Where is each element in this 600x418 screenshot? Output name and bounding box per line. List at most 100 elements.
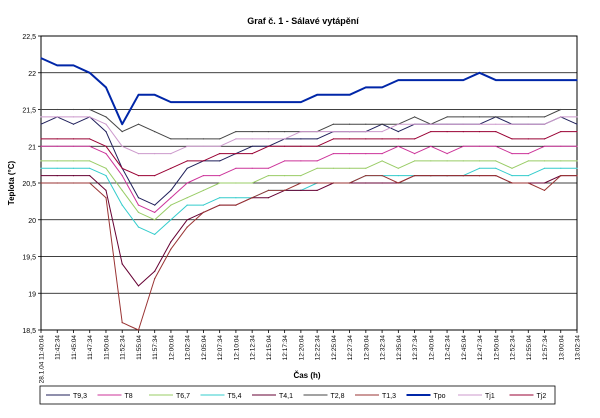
data-point-T6-7 [300, 175, 302, 177]
data-point-Tj2 [56, 138, 58, 140]
data-point-T2-8 [527, 116, 529, 118]
data-point-T1-3 [495, 175, 497, 177]
x-tick-label: 12:42:34 [445, 335, 452, 361]
data-point-T8 [186, 182, 188, 184]
data-point-T2-8 [365, 123, 367, 125]
data-point-Tj2 [478, 131, 481, 133]
data-point-T2-8 [72, 108, 75, 111]
data-point-T6-7 [202, 189, 204, 191]
data-point-Tpo [40, 57, 42, 59]
data-point-T2-8 [511, 116, 513, 118]
legend-label-T1-3: T1,3 [382, 393, 396, 400]
x-tick-label: 12:20:04 [298, 335, 305, 361]
data-point-T5-4 [576, 167, 578, 169]
data-point-Tj1 [495, 123, 497, 125]
y-axis-label: Teplota (°C) [7, 160, 16, 205]
data-point-T5-4 [154, 233, 156, 235]
data-point-T6-7 [446, 160, 448, 162]
x-tick-label: 12:47:34 [477, 335, 484, 361]
x-tick-label: 11:45:04 [71, 335, 78, 360]
data-point-T2-8 [414, 116, 416, 118]
data-point-T1-3 [40, 182, 42, 184]
x-tick-label: 12:50:04 [493, 335, 500, 361]
x-tick-label: 12:32:34 [380, 335, 387, 361]
data-point-T4-1 [316, 189, 318, 191]
data-point-T2-8 [235, 131, 237, 133]
data-point-T1-3 [235, 204, 237, 206]
x-tick-label: 12:15:04 [266, 335, 273, 361]
data-point-T6-7 [89, 160, 91, 162]
data-point-T6-7 [543, 160, 546, 162]
y-tick-label: 20,5 [22, 181, 36, 188]
data-point-T1-3 [397, 182, 399, 184]
x-tick-label: 12:12:34 [250, 335, 257, 361]
data-point-T1-3 [154, 278, 156, 280]
data-point-T2-8 [543, 116, 546, 118]
data-point-Tj1 [56, 116, 58, 118]
data-point-Tj1 [267, 138, 269, 140]
data-point-T2-8 [495, 116, 497, 118]
series-line-Tj2 [41, 131, 577, 177]
data-point-T5-4 [397, 175, 399, 177]
data-point-T9-3 [397, 131, 399, 133]
data-point-Tpo [202, 101, 204, 103]
data-point-T5-4 [495, 167, 497, 169]
data-point-T5-4 [560, 167, 562, 169]
x-tick-label: 12:22:34 [315, 335, 322, 361]
data-point-T6-7 [316, 167, 318, 169]
data-point-Tj1 [316, 131, 318, 133]
data-point-Tpo [527, 79, 529, 81]
data-point-Tj2 [397, 138, 399, 140]
data-point-T6-7 [235, 182, 237, 184]
data-point-Tj1 [430, 123, 432, 125]
data-point-T8 [251, 167, 253, 169]
data-point-Tj2 [560, 131, 562, 133]
data-point-T1-3 [365, 175, 367, 177]
data-point-T8 [511, 153, 513, 155]
data-point-T2-8 [186, 138, 188, 140]
data-point-Tj1 [89, 116, 91, 118]
data-point-T1-3 [137, 329, 140, 331]
data-point-Tj2 [462, 131, 464, 133]
data-point-Tpo [446, 79, 448, 81]
data-point-T1-3 [478, 175, 481, 177]
data-point-T2-8 [462, 116, 464, 118]
data-point-Tj1 [576, 116, 578, 118]
data-point-T1-3 [543, 189, 546, 191]
data-point-T8 [527, 153, 529, 155]
data-point-T1-3 [332, 182, 334, 184]
data-point-T6-7 [576, 160, 578, 162]
data-point-T8 [284, 160, 286, 162]
data-point-T4-1 [186, 219, 188, 221]
data-point-T6-7 [121, 189, 123, 191]
data-point-Tj2 [300, 145, 302, 147]
data-point-T6-7 [365, 167, 367, 169]
data-point-Tj2 [446, 131, 448, 133]
data-point-T2-8 [105, 116, 107, 118]
data-point-T8 [446, 153, 448, 155]
data-point-T6-7 [349, 167, 351, 169]
data-point-Tpo [462, 79, 464, 81]
data-point-T4-1 [56, 175, 58, 177]
data-point-Tj1 [462, 123, 464, 125]
data-point-T9-3 [154, 204, 156, 206]
data-point-T6-7 [560, 160, 562, 162]
data-point-T4-1 [154, 270, 156, 272]
data-point-T6-7 [284, 175, 286, 177]
data-point-Tpo [560, 79, 562, 81]
y-tick-label: 21,5 [22, 108, 36, 115]
data-point-Tpo [186, 101, 188, 103]
data-point-Tj1 [202, 145, 204, 147]
data-point-T9-3 [219, 160, 221, 162]
data-point-Tj1 [543, 123, 546, 125]
data-point-T5-4 [543, 167, 546, 169]
y-tick-label: 22,5 [22, 34, 36, 41]
data-point-Tj1 [235, 138, 237, 140]
data-point-T2-8 [170, 138, 172, 140]
data-point-T6-7 [154, 219, 156, 221]
data-point-T5-4 [527, 175, 529, 177]
data-point-T4-1 [300, 189, 302, 191]
data-point-T5-4 [202, 204, 204, 206]
data-point-T6-7 [414, 160, 416, 162]
data-point-T1-3 [414, 175, 416, 177]
